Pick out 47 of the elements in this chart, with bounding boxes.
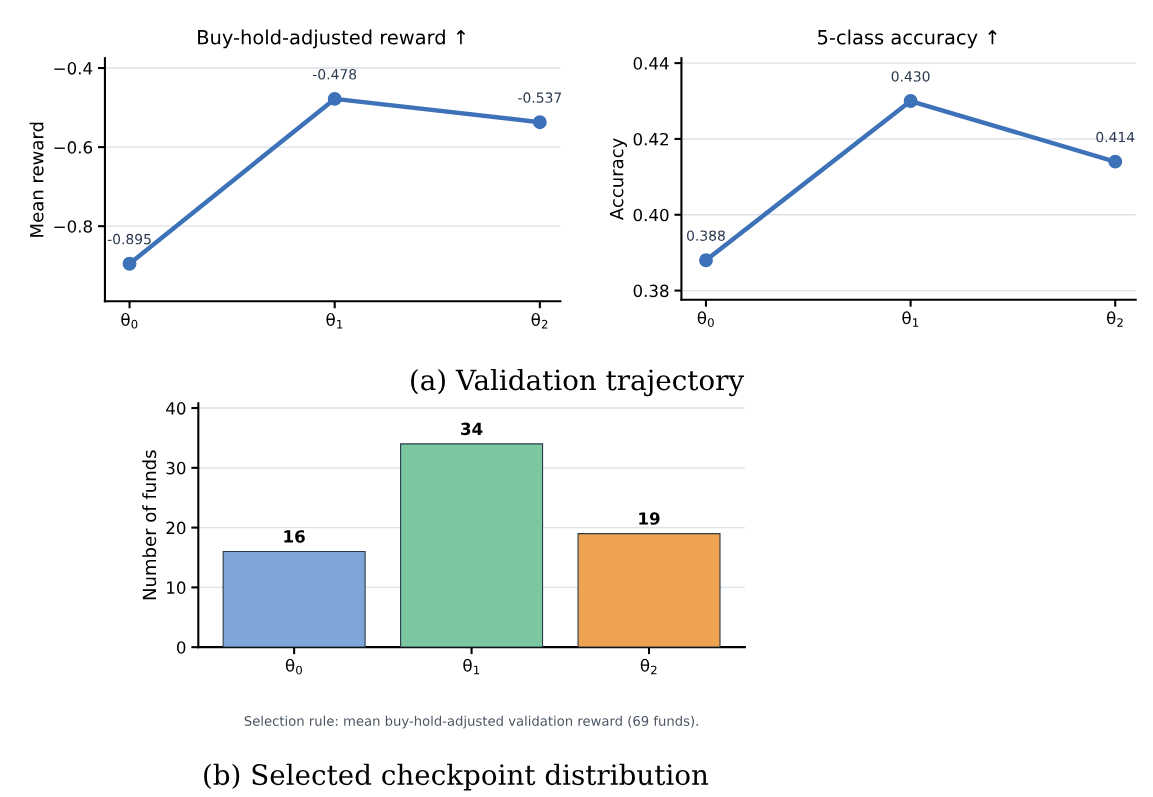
data-label: 19 — [639, 512, 660, 525]
y-tick-label: 0.38 — [633, 284, 669, 298]
y-tick-label: 0 — [177, 641, 186, 654]
data-label: 34 — [461, 422, 483, 436]
y-tick-label: 0.44 — [633, 57, 669, 70]
y-tick-label: 0.42 — [633, 132, 668, 146]
x-tick-label: θ$_{1}$ — [463, 658, 480, 675]
data-label: 16 — [284, 530, 305, 543]
point — [327, 91, 342, 106]
point — [903, 94, 918, 108]
data-label: -0.478 — [312, 69, 357, 80]
x-tick-label: θ$_{0}$ — [697, 311, 714, 327]
data-label: 0.388 — [687, 230, 725, 241]
point — [699, 253, 713, 268]
y-tick-label: −0.8 — [54, 220, 92, 233]
point — [532, 115, 547, 130]
data-label: -0.895 — [107, 233, 151, 245]
y-axis-title: Number of funds — [142, 450, 157, 600]
x-tick-label: θ$_{1}$ — [902, 311, 919, 327]
x-tick-label: θ$_{2}$ — [640, 658, 657, 675]
data-label: -0.537 — [518, 92, 562, 103]
x-tick-label: θ$_{0}$ — [285, 658, 302, 675]
bar — [222, 550, 366, 648]
bar — [577, 533, 721, 648]
x-tick-label: θ$_{0}$ — [121, 312, 138, 329]
y-tick-label: −0.6 — [54, 141, 93, 154]
point — [1108, 154, 1123, 169]
chart-title: Buy-hold-adjusted reward ↑ — [198, 29, 466, 49]
y-tick-label: −0.4 — [54, 62, 93, 75]
y-tick-label: 0.40 — [633, 208, 669, 222]
y-tick-label: 20 — [166, 521, 186, 535]
text: (b) Selected checkpoint distribution — [204, 763, 709, 791]
x-tick-label: θ$_{1}$ — [326, 312, 343, 329]
y-axis-title: Accuracy — [610, 138, 627, 220]
text: (a) Validation trajectory — [411, 368, 745, 397]
bar — [400, 443, 544, 648]
y-tick-label: 40 — [166, 402, 186, 415]
y-tick-label: 30 — [166, 461, 186, 475]
chart-title: 5-class accuracy ↑ — [818, 29, 997, 49]
point — [122, 256, 137, 271]
data-label: 0.430 — [891, 71, 930, 82]
text: Selection rule: mean buy-hold-adjusted validation reward (69 funds). — [244, 715, 698, 729]
x-tick-label: θ$_{2}$ — [531, 312, 548, 329]
y-tick-label: 10 — [167, 581, 186, 594]
x-tick-label: θ$_{2}$ — [1106, 311, 1123, 327]
data-label: 0.414 — [1096, 131, 1135, 143]
y-axis-title: Mean reward — [29, 122, 44, 237]
